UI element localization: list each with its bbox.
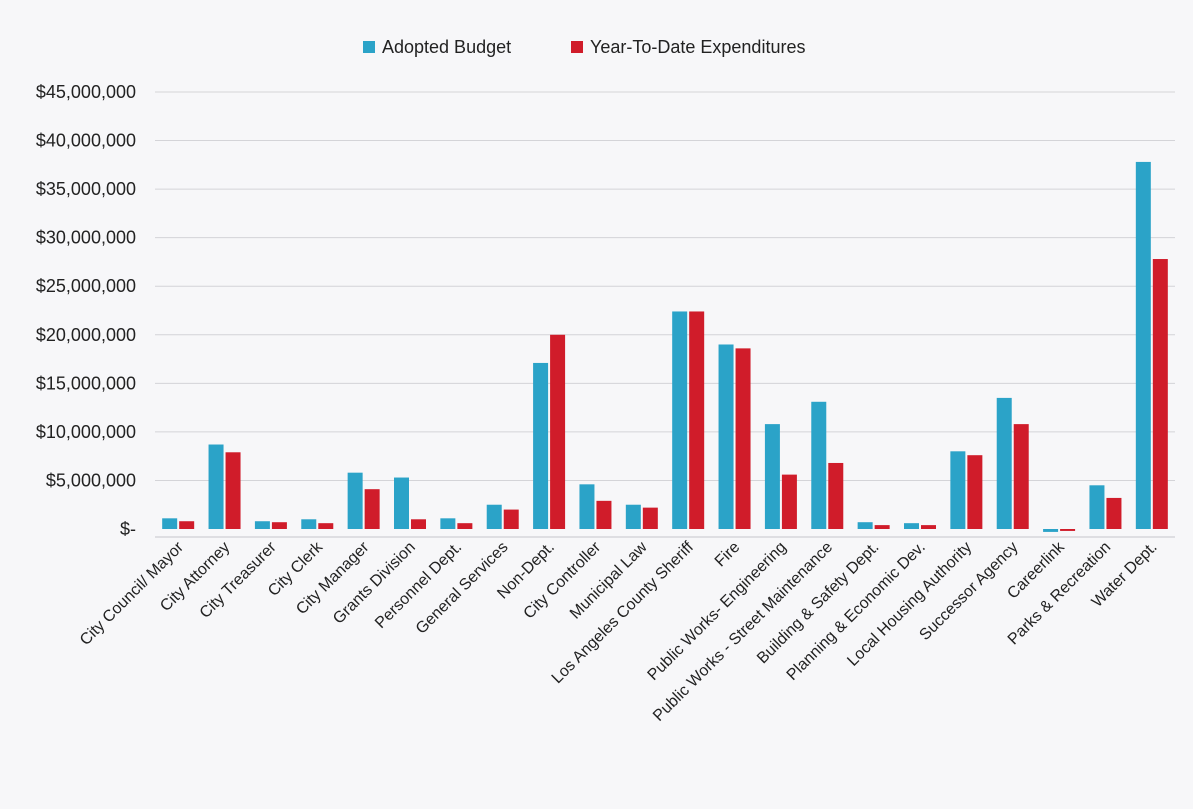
bar-adopted-budget-grants-division — [394, 477, 409, 529]
bar-adopted-budget-public-works-engineering — [764, 424, 780, 529]
legend-swatch-adopted-budget — [363, 41, 375, 53]
legend-label-ytd-expenditures: Year-To-Date Expenditures — [590, 37, 805, 57]
bar-ytd-expenditures-city-clerk — [318, 523, 334, 529]
legend-swatch-ytd-expenditures — [571, 41, 583, 53]
bar-adopted-budget-city-council-mayor — [162, 518, 178, 529]
bar-ytd-expenditures-water-dept — [1152, 259, 1168, 529]
bar-ytd-expenditures-grants-division — [411, 519, 426, 529]
bar-ytd-expenditures-city-controller — [596, 500, 612, 529]
bar-ytd-expenditures-non-dept — [550, 334, 566, 529]
bar-ytd-expenditures-municipal-law — [642, 507, 658, 529]
bar-adopted-budget-fire — [718, 344, 734, 529]
bar-adopted-budget-city-manager — [347, 472, 363, 529]
bar-adopted-budget-local-housing-authority — [950, 451, 966, 529]
bar-adopted-budget-water-dept — [1135, 161, 1151, 530]
bar-ytd-expenditures-los-angeles-county-sheriff — [689, 311, 705, 529]
y-tick-label: $20,000,000 — [36, 325, 136, 345]
bars — [162, 161, 1168, 532]
y-tick-label: $5,000,000 — [46, 470, 136, 490]
bar-adopted-budget-planning-economic-dev — [904, 523, 919, 529]
y-tick-label: $15,000,000 — [36, 373, 136, 393]
bar-ytd-expenditures-planning-economic-dev — [921, 525, 936, 529]
bar-adopted-budget-careerlink — [1043, 529, 1059, 532]
bar-ytd-expenditures-city-attorney — [225, 452, 241, 529]
y-tick-label: $- — [120, 519, 136, 539]
x-tick-label: Fire — [712, 539, 744, 571]
y-tick-label: $45,000,000 — [36, 82, 136, 102]
bar-adopted-budget-public-works-street-maintenance — [811, 401, 827, 529]
bar-ytd-expenditures-building-safety-dept — [874, 525, 890, 529]
bar-ytd-expenditures-fire — [735, 348, 751, 529]
bar-ytd-expenditures-city-manager — [364, 489, 380, 529]
bar-ytd-expenditures-parks-recreation — [1106, 497, 1122, 529]
bar-adopted-budget-city-attorney — [208, 444, 224, 529]
gridlines — [155, 91, 1175, 481]
bar-ytd-expenditures-general-services — [503, 509, 519, 529]
bar-ytd-expenditures-public-works-engineering — [781, 474, 797, 529]
bar-ytd-expenditures-personnel-dept — [457, 523, 473, 529]
bar-adopted-budget-city-treasurer — [254, 521, 270, 529]
bar-adopted-budget-los-angeles-county-sheriff — [672, 311, 688, 529]
bar-adopted-budget-city-clerk — [301, 519, 317, 529]
bar-ytd-expenditures-city-treasurer — [271, 522, 287, 529]
y-tick-label: $35,000,000 — [36, 179, 136, 199]
bar-ytd-expenditures-local-housing-authority — [967, 455, 983, 529]
y-tick-label: $40,000,000 — [36, 131, 136, 151]
bar-adopted-budget-personnel-dept — [440, 518, 456, 529]
bar-ytd-expenditures-careerlink — [1060, 529, 1076, 531]
bar-ytd-expenditures-successor-agency — [1013, 424, 1029, 529]
y-tick-label: $25,000,000 — [36, 276, 136, 296]
bar-adopted-budget-building-safety-dept — [857, 522, 873, 529]
y-tick-label: $30,000,000 — [36, 228, 136, 248]
y-tick-label: $10,000,000 — [36, 422, 136, 442]
bar-adopted-budget-city-controller — [579, 484, 595, 529]
bar-adopted-budget-successor-agency — [996, 397, 1012, 529]
bar-adopted-budget-general-services — [486, 504, 502, 529]
x-tick-label: Grants Division — [330, 539, 419, 628]
bar-ytd-expenditures-public-works-street-maintenance — [828, 462, 844, 529]
bar-adopted-budget-parks-recreation — [1089, 485, 1105, 529]
bar-adopted-budget-municipal-law — [625, 504, 641, 529]
legend-label-adopted-budget: Adopted Budget — [382, 37, 511, 57]
bar-adopted-budget-non-dept — [533, 362, 549, 529]
chart-legend: Adopted Budget Year-To-Date Expenditures — [363, 37, 805, 57]
bar-ytd-expenditures-city-council-mayor — [179, 521, 195, 529]
x-tick-label: Personnel Dept. — [372, 539, 465, 632]
y-axis: $- $5,000,000 $10,000,000 $15,000,000 $20,00… — [36, 82, 136, 539]
